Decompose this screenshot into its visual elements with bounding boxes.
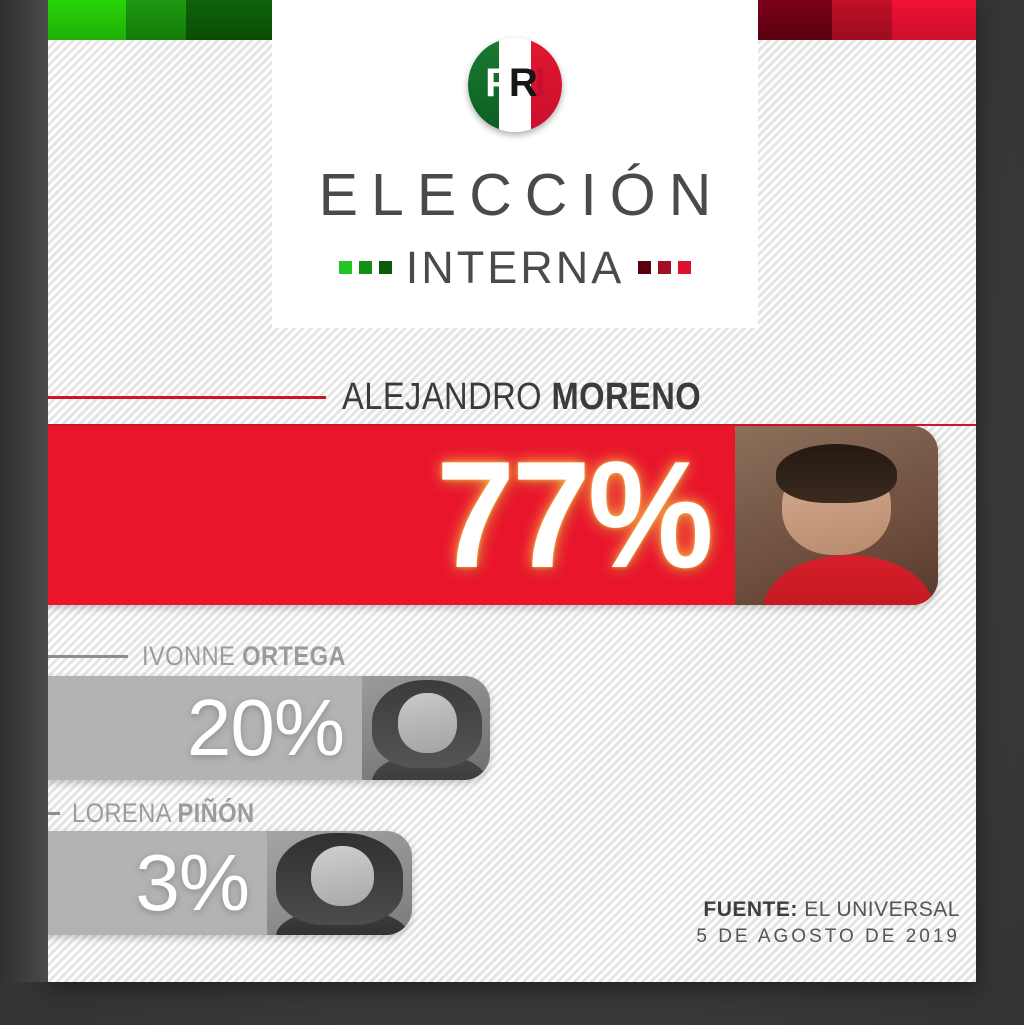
green-dot-3 [378, 261, 392, 274]
pri-letter-p: P [485, 61, 512, 105]
subtitle-row: INTERNA [338, 242, 692, 293]
candidate-name-moreno: ALEJANDRO MORENO [342, 378, 701, 416]
pri-green-band [468, 38, 500, 132]
green-stripe-3 [186, 0, 273, 40]
alejandro-moreno-photo [735, 426, 938, 605]
percent-value-ortega: 20% [186, 683, 345, 773]
green-dot-1 [338, 261, 352, 274]
candidate-first-name: ALEJANDRO [342, 376, 552, 418]
red-dot-1 [638, 261, 652, 274]
ivonne-ortega-photo [362, 676, 490, 780]
photo-hair [775, 443, 898, 503]
candidate-name-row-pinon: LORENA PIÑÓN [0, 800, 340, 827]
name-leader-line-gray-2 [0, 812, 60, 815]
red-stripe-3 [892, 0, 976, 40]
green-stripes [48, 0, 273, 40]
pri-letter-i: I [534, 61, 546, 105]
red-divider-line [48, 424, 976, 426]
candidate-last-name: MORENO [551, 376, 702, 418]
green-dots [338, 261, 392, 274]
candidate-name-pinon: LORENA PIÑÓN [72, 800, 254, 827]
name-leader-line-gray-1 [0, 655, 128, 658]
red-dot-2 [658, 261, 672, 274]
name-leader-line-red [0, 395, 327, 399]
source-label: FUENTE: [703, 898, 798, 921]
result-bar-pinon: 3% [0, 831, 412, 935]
source-attribution: FUENTE: EL UNIVERSAL 5 DE AGOSTO DE 2019 [696, 896, 960, 949]
green-stripe-2 [126, 0, 186, 40]
candidate-first-name: IVONNE [142, 641, 243, 671]
lorena-pinon-photo [267, 831, 412, 935]
red-dots [638, 261, 692, 274]
photo-face [397, 692, 457, 753]
percent-value-moreno: 77% [436, 429, 713, 600]
pri-red-band [530, 38, 562, 132]
page-subtitle: INTERNA [405, 242, 625, 293]
candidate-name-ortega: IVONNE ORTEGA [142, 643, 346, 670]
pri-white-band [499, 38, 531, 132]
result-bar-moreno: 77% [0, 426, 938, 605]
candidate-name-row-ortega: IVONNE ORTEGA [0, 643, 400, 670]
source-date: 5 DE AGOSTO DE 2019 [696, 925, 960, 947]
photo-face [310, 845, 375, 906]
source-line: FUENTE: EL UNIVERSAL [696, 896, 960, 924]
green-dot-2 [358, 261, 372, 274]
candidate-last-name: PIÑÓN [177, 798, 255, 828]
pri-letter-r: R [508, 61, 538, 105]
candidate-first-name: LORENA [72, 798, 178, 828]
source-outlet: EL UNIVERSAL [797, 898, 960, 921]
red-stripe-2 [832, 0, 892, 40]
candidate-name-row-moreno: ALEJANDRO MORENO [0, 378, 760, 416]
red-dot-3 [678, 261, 692, 274]
percent-value-pinon: 3% [135, 838, 250, 928]
result-bar-ortega: 20% [0, 676, 490, 780]
green-stripe-1 [48, 0, 126, 40]
page-title: ELECCIÓN [318, 162, 725, 228]
red-stripe-1 [750, 0, 832, 40]
candidate-last-name: ORTEGA [242, 641, 346, 671]
red-stripes [750, 0, 976, 40]
